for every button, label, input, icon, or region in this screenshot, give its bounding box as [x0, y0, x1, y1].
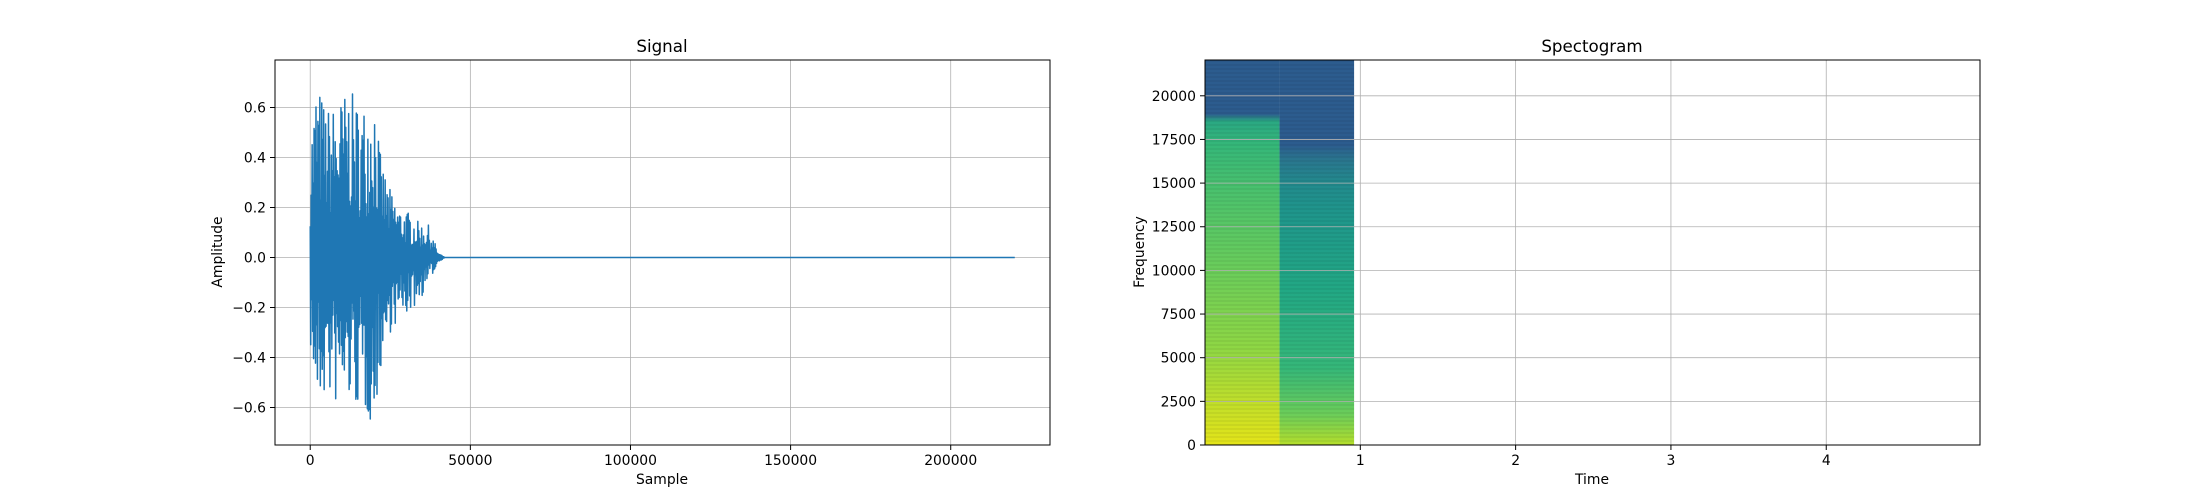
signal-line — [309, 93, 1015, 420]
spectogram-y-axis-label: Frequency — [1132, 216, 1148, 288]
spectogram-y-tick-label: 7500 — [1161, 307, 1196, 323]
spectogram-x-tick-label: 3 — [1667, 453, 1676, 469]
signal-y-tick-label: 0.4 — [244, 151, 266, 167]
spectogram-x-tick-label: 4 — [1822, 453, 1831, 469]
signal-y-tick-label: −0.6 — [232, 401, 266, 417]
spectogram-y-tick-label: 2500 — [1161, 394, 1196, 410]
signal-x-axis-label: Sample — [636, 472, 688, 488]
signal-y-tick-label: 0.0 — [244, 251, 266, 267]
signal-chart: 0 50000 100000 150000 200000 −0.6 −0.4 −0.2 0.0… — [210, 36, 1051, 488]
spectogram-y-tick-label: 10000 — [1152, 263, 1196, 279]
signal-x-ticks: 0 50000 100000 150000 200000 — [306, 445, 977, 469]
signal-y-tick-label: 0.6 — [244, 101, 266, 117]
spectogram-x-axis-label: Time — [1574, 472, 1609, 488]
signal-y-axis-label: Amplitude — [210, 216, 226, 287]
spectogram-y-ticks: 0 2500 5000 7500 10000 12500 15000 17500 20000 — [1152, 89, 1205, 454]
signal-x-tick-label: 200000 — [924, 453, 977, 469]
spectogram-y-tick-label: 17500 — [1152, 132, 1196, 148]
signal-waveform — [309, 93, 1015, 420]
spectogram-title: Spectogram — [1541, 36, 1642, 56]
spectogram-y-tick-label: 20000 — [1152, 89, 1196, 105]
spectogram-heatmap — [1205, 60, 1355, 445]
signal-y-tick-label: −0.2 — [232, 301, 266, 317]
signal-x-tick-label: 100000 — [604, 453, 657, 469]
spectogram-texture — [1205, 60, 1355, 445]
spectogram-y-tick-label: 5000 — [1161, 351, 1196, 367]
signal-title: Signal — [636, 36, 687, 56]
spectogram-x-tick-label: 1 — [1356, 453, 1365, 469]
signal-y-tick-label: −0.4 — [232, 351, 266, 367]
signal-y-tick-label: 0.2 — [244, 201, 266, 217]
spectogram-y-tick-label: 0 — [1187, 438, 1196, 454]
spectogram-x-tick-label: 2 — [1511, 453, 1520, 469]
spectogram-plot-frame — [1204, 59, 1981, 446]
spectogram-grid — [1205, 60, 1980, 446]
signal-x-tick-label: 50000 — [448, 453, 492, 469]
spectogram-y-tick-label: 15000 — [1152, 176, 1196, 192]
spectogram-x-ticks: 1 2 3 4 — [1356, 445, 1831, 469]
spectogram-chart: 1 2 3 4 0 2500 5000 7500 10000 12500 15000 17500 20… — [1132, 36, 1981, 488]
signal-x-tick-label: 150000 — [764, 453, 817, 469]
signal-x-tick-label: 0 — [306, 453, 315, 469]
signal-y-ticks: −0.6 −0.4 −0.2 0.0 0.2 0.4 0.6 — [232, 101, 275, 417]
signal-plot-frame — [274, 59, 1051, 446]
spectogram-y-tick-label: 12500 — [1152, 220, 1196, 236]
